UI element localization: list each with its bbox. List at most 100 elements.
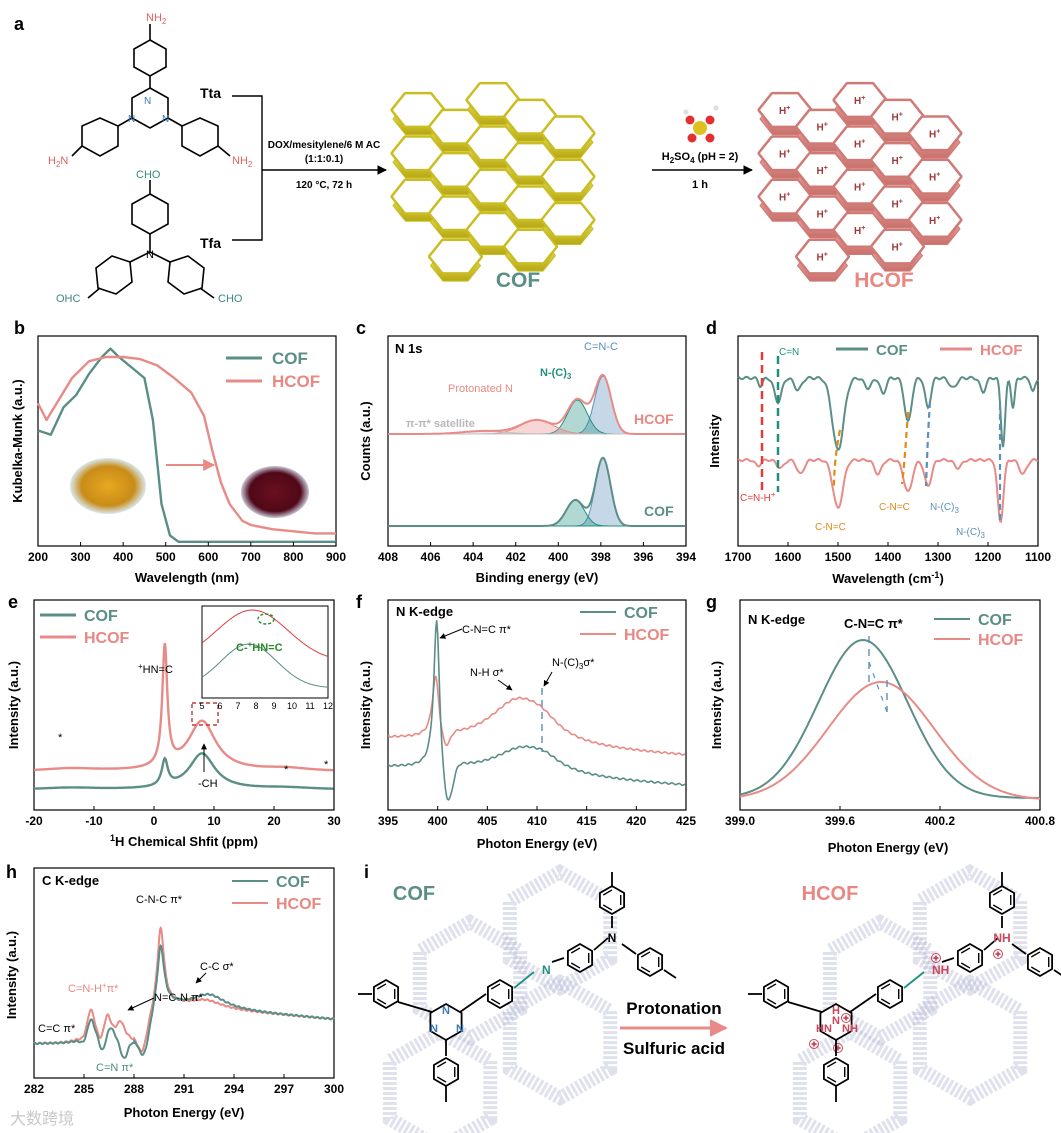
x-tick-label: 406 bbox=[421, 550, 441, 564]
hcof-structure-label: HCOF bbox=[802, 883, 859, 905]
x-tick-label: 404 bbox=[463, 550, 483, 564]
pore bbox=[797, 197, 848, 229]
pore bbox=[910, 161, 960, 193]
x-tick-label: 800 bbox=[283, 550, 303, 564]
pore bbox=[393, 181, 443, 213]
pore bbox=[910, 204, 960, 236]
annot-g-cnc: C-N=C π* bbox=[844, 616, 904, 631]
x-tick-label: 20 bbox=[267, 814, 281, 828]
zoom-box-e bbox=[191, 702, 219, 726]
legend-hcof-d: HCOF bbox=[980, 342, 1023, 359]
double-bond bbox=[570, 962, 581, 969]
panel-label-g: g bbox=[706, 592, 717, 612]
inset-e-series bbox=[201, 609, 329, 688]
x-tick-label: 1400 bbox=[875, 550, 902, 564]
pore bbox=[543, 161, 593, 193]
inset-tick-label: 12 bbox=[323, 701, 333, 711]
acid-time: 1 h bbox=[692, 179, 708, 191]
double-bond bbox=[602, 889, 613, 896]
series-cof bbox=[388, 456, 685, 527]
x-tick-label: 500 bbox=[156, 550, 176, 564]
triazine-atom: N bbox=[832, 1015, 840, 1027]
nh2-top-label: NH2 bbox=[146, 12, 167, 26]
pore bbox=[430, 241, 481, 273]
arrow-f-nh bbox=[497, 679, 513, 691]
triazine-atom: N bbox=[456, 1023, 464, 1035]
series-cof bbox=[33, 944, 335, 1059]
annot-e-star2: * bbox=[284, 764, 289, 776]
tta-label: Tta bbox=[200, 85, 221, 101]
x-tick-label: 400 bbox=[428, 814, 448, 828]
bond bbox=[983, 937, 999, 951]
bond bbox=[1011, 943, 1027, 955]
framework-shadow bbox=[412, 913, 528, 1047]
fit-component bbox=[388, 457, 685, 527]
ylabel-d: Intensity bbox=[707, 414, 722, 468]
acid-condition: H2SO4 (pH = 2) bbox=[662, 151, 739, 165]
x-tick-label: 398 bbox=[591, 550, 611, 564]
x-tick-label: 408 bbox=[378, 550, 398, 564]
x-tick-label: -20 bbox=[25, 814, 43, 828]
charge-plus bbox=[833, 1043, 843, 1053]
pore bbox=[393, 94, 443, 126]
plot-h-xticks: 282 285 288 291 294 297 300 bbox=[24, 1074, 344, 1096]
framework-shadow bbox=[822, 913, 938, 1047]
x-tick-label: 1500 bbox=[825, 550, 852, 564]
pore bbox=[505, 231, 556, 263]
xlabel-b: Wavelength (nm) bbox=[135, 570, 239, 585]
panel-g: g N K-edge 399.0 399.6 400.2 400.8 Photon E… bbox=[706, 592, 1055, 855]
plot-frame-g bbox=[739, 599, 1041, 811]
panel-label-d: d bbox=[706, 318, 717, 338]
bond bbox=[903, 971, 925, 989]
pore bbox=[872, 187, 923, 219]
plot-d-xticks: 1700 1600 1500 1400 1300 1200 1100 bbox=[725, 542, 1051, 564]
pore bbox=[505, 187, 556, 219]
panel-label-a: a bbox=[14, 14, 25, 34]
annot-c-cnc: C=N-C bbox=[584, 341, 618, 353]
cho-top-label: CHO bbox=[136, 169, 161, 181]
x-tick-label: 410 bbox=[527, 814, 547, 828]
series-hcof bbox=[739, 681, 1041, 800]
double-bond bbox=[602, 904, 613, 911]
marker-g-shift bbox=[868, 661, 888, 713]
proton-label: H+ bbox=[854, 225, 865, 237]
inset-tick-label: 10 bbox=[287, 701, 297, 711]
annot-c-protonated: Protonated N bbox=[448, 383, 513, 395]
plot-frame-c bbox=[387, 335, 687, 547]
inset-series-cof bbox=[201, 643, 329, 688]
bond bbox=[459, 993, 487, 1013]
annot-h-cc: C-C σ* bbox=[200, 961, 234, 973]
title-f: N K-edge bbox=[396, 604, 453, 619]
x-tick-label: 900 bbox=[326, 550, 346, 564]
triazine-atom: N bbox=[442, 1005, 450, 1017]
x-tick-label: 297 bbox=[274, 1082, 294, 1096]
series-hcof bbox=[36, 355, 336, 535]
double-bond bbox=[490, 998, 501, 1005]
ylabel-h: Intensity (a.u.) bbox=[4, 931, 19, 1019]
x-tick-label: 395 bbox=[378, 814, 398, 828]
legend-hcof-b: HCOF bbox=[272, 372, 320, 391]
x-tick-label: 400.8 bbox=[1025, 814, 1055, 828]
amine-atom: NH bbox=[993, 931, 1010, 945]
inset-e-xticks: 5 6 7 8 9 10 11 12 bbox=[199, 701, 333, 711]
annot-d-nc3-1: N-(C)3 bbox=[930, 502, 959, 515]
hcof-powder-photo bbox=[241, 466, 309, 518]
panel-h: h C K-edge 282 285 288 291 294 297 300 Photon … bbox=[4, 862, 344, 1120]
pore bbox=[872, 231, 923, 263]
h2n-left-label: H2N bbox=[48, 155, 68, 169]
x-tick-label: 420 bbox=[626, 814, 646, 828]
hcof-honeycomb: H+ H+ H+ H+ H+ H+ H+ H+ H+ H+ H+ H+ H+ H+ H+ H+ H+ H+ bbox=[757, 81, 963, 282]
x-tick-label: 400 bbox=[548, 550, 568, 564]
pore bbox=[543, 117, 593, 149]
annot-h-cn: C=N π* bbox=[96, 1062, 134, 1074]
xlabel-g: Photon Energy (eV) bbox=[828, 840, 949, 855]
x-tick-label: 402 bbox=[506, 550, 526, 564]
double-bond bbox=[826, 1061, 837, 1068]
proton-label: H+ bbox=[892, 155, 903, 167]
pore bbox=[505, 101, 556, 133]
annot-c-nc3: N-(C)3 bbox=[540, 367, 572, 381]
condition-ratio: (1:1:0.1) bbox=[305, 154, 343, 165]
legend-cof-d: COF bbox=[876, 342, 908, 359]
legend-hcof-h: HCOF bbox=[276, 896, 322, 913]
